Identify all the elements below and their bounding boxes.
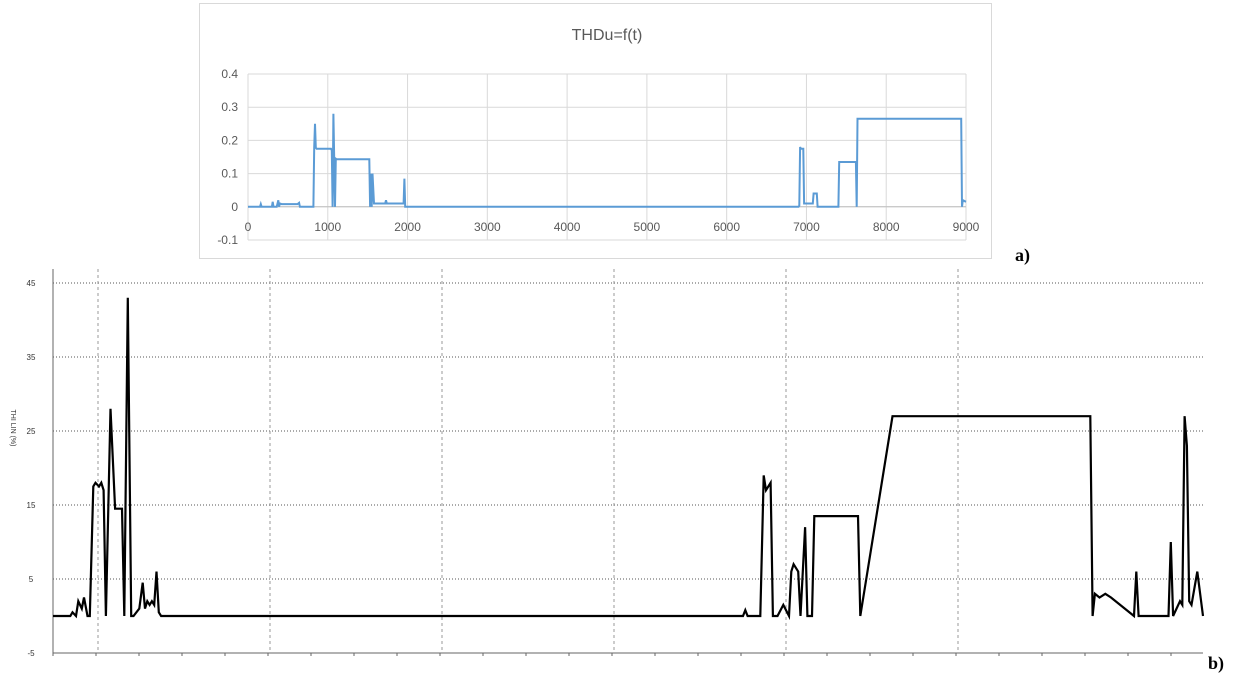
chart-b-y-tick-label: 25 xyxy=(27,427,36,436)
chart-a-y-tick-label: 0 xyxy=(231,200,238,214)
chart-b-y-tick-label: 45 xyxy=(27,279,36,288)
chart-a-y-tick-label: 0.2 xyxy=(221,133,238,147)
chart-a-x-tick-label: 9000 xyxy=(953,220,980,234)
chart-b-series-line xyxy=(53,297,1205,621)
figure-label-b: b) xyxy=(1208,653,1225,673)
chart-a-x-tick-label: 8000 xyxy=(873,220,900,234)
chart-b-y-tick-label: 15 xyxy=(27,501,36,510)
chart-a-y-tick-label: 0.3 xyxy=(221,100,238,114)
chart-a-x-tick-label: 7000 xyxy=(793,220,820,234)
chart-a-x-tick-label: 1000 xyxy=(314,220,341,234)
chart-b-y-tick-label: -5 xyxy=(27,649,35,658)
chart-a-x-tick-label: 2000 xyxy=(394,220,421,234)
chart-a-x-tick-label: 0 xyxy=(245,220,252,234)
chart-a-x-tick-label: 6000 xyxy=(713,220,740,234)
chart-b-y-axis-label: THI LIN (%) xyxy=(9,410,16,447)
chart-a-frame xyxy=(199,3,992,259)
chart-a-series-line xyxy=(248,113,967,208)
chart-a-x-tick-label: 4000 xyxy=(554,220,581,234)
chart-b-y-tick-label: 35 xyxy=(27,353,36,362)
chart-a-title: THDu=f(t) xyxy=(572,27,643,44)
chart-a-x-tick-label: 3000 xyxy=(474,220,501,234)
chart-b-y-tick-label: 5 xyxy=(29,575,34,584)
chart-a-x-tick-label: 5000 xyxy=(634,220,661,234)
chart-a-y-tick-label: -0.1 xyxy=(217,233,238,247)
figure-label-a: a) xyxy=(1015,245,1030,265)
chart-a-y-tick-label: 0.4 xyxy=(221,67,238,81)
chart-a-y-tick-label: 0.1 xyxy=(221,167,238,181)
